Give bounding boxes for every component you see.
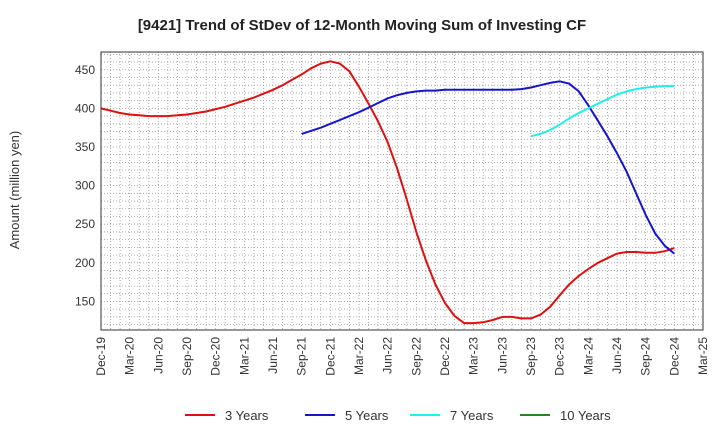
x-tick-label: Sep-23: [524, 337, 538, 376]
x-tick-label: Mar-23: [467, 337, 481, 375]
legend-label: 7 Years: [450, 408, 494, 423]
grid: [100, 52, 704, 330]
series-line-5-years: [301, 80, 675, 255]
legend-label: 3 Years: [225, 408, 269, 423]
y-tick-label: 350: [75, 140, 95, 154]
x-tick-label: Dec-20: [209, 337, 223, 376]
y-tick-label: 250: [75, 217, 95, 231]
x-tick-labels: Dec-19 Mar-20 Jun-20 Sep-20 Dec-20 Mar-21 Jun-…: [94, 337, 710, 376]
y-tick-label: 200: [75, 256, 95, 270]
x-tick-label: Jun-20: [151, 337, 165, 374]
y-tick-label: 300: [75, 179, 95, 193]
plot-frame: [100, 51, 704, 331]
y-axis-label: Amount (million yen): [7, 131, 22, 250]
legend-label: 10 Years: [560, 408, 611, 423]
y-tick-label: 450: [75, 63, 95, 77]
x-tick-label: Dec-19: [94, 337, 108, 376]
x-tick-label: Jun-23: [495, 337, 509, 374]
y-tick-labels: 150 200 250 300 350 400 450: [75, 63, 95, 309]
series-line-7-years: [530, 85, 675, 138]
x-tick-label: Dec-22: [438, 337, 452, 376]
x-tick-label: Mar-25: [696, 337, 710, 375]
x-tick-label: Mar-24: [581, 337, 595, 375]
y-tick-label: 150: [75, 294, 95, 308]
x-tick-label: Jun-22: [381, 337, 395, 374]
x-tick-label: Sep-20: [180, 337, 194, 376]
x-tick-label: Sep-24: [639, 337, 653, 376]
series-lines: [100, 60, 675, 325]
x-tick-label: Mar-21: [237, 337, 251, 375]
x-tick-label: Jun-21: [266, 337, 280, 374]
x-tick-label: Dec-23: [553, 337, 567, 376]
x-tick-label: Dec-24: [667, 337, 681, 376]
x-tick-label: Sep-21: [295, 337, 309, 376]
chart-title: [9421] Trend of StDev of 12-Month Moving…: [138, 17, 586, 34]
x-tick-label: Mar-22: [352, 337, 366, 375]
legend: 3 Years 5 Years 7 Years 10 Years: [185, 408, 611, 423]
legend-label: 5 Years: [345, 408, 389, 423]
x-tick-label: Dec-21: [323, 337, 337, 376]
x-tick-label: Jun-24: [610, 337, 624, 374]
x-tick-label: Sep-22: [409, 337, 423, 376]
y-tick-label: 400: [75, 101, 95, 115]
series-line-3-years: [100, 60, 675, 325]
x-tick-label: Mar-20: [123, 337, 137, 375]
